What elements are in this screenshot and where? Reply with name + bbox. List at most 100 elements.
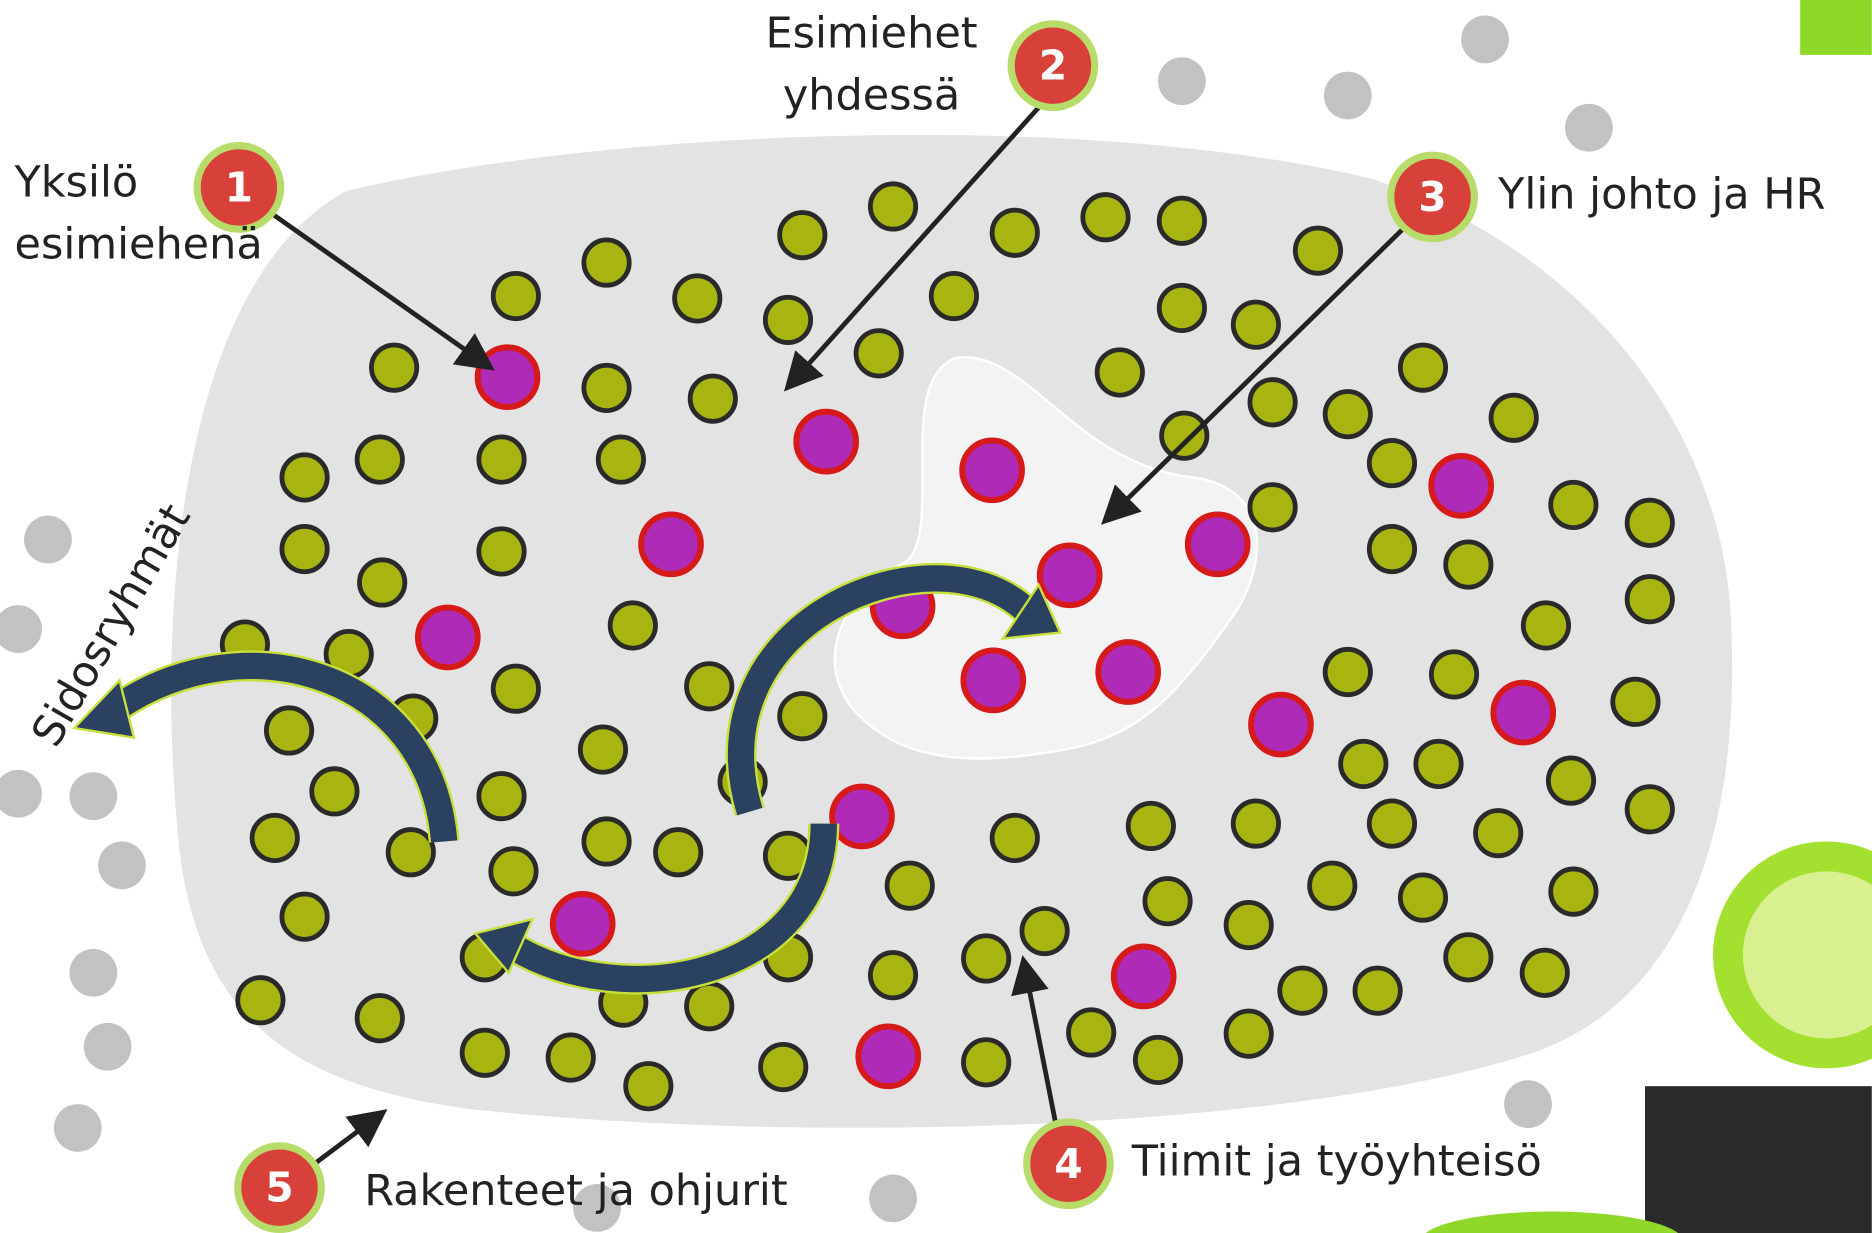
employee-dot bbox=[1369, 440, 1414, 485]
employee-dot bbox=[1446, 542, 1491, 587]
employee-dot bbox=[675, 276, 720, 321]
manager-dot bbox=[418, 608, 478, 668]
marker-number: 2 bbox=[1039, 42, 1067, 90]
employee-dot bbox=[1162, 413, 1207, 458]
employee-dot bbox=[388, 830, 433, 875]
employee-dot bbox=[1226, 902, 1271, 947]
marker-label: Yksilö bbox=[14, 158, 139, 208]
employee-dot bbox=[610, 603, 655, 648]
employee-dot bbox=[598, 437, 643, 482]
employee-dot bbox=[992, 210, 1037, 255]
employee-dot bbox=[1068, 1010, 1113, 1055]
manager-dot bbox=[553, 894, 613, 954]
employee-dot bbox=[1446, 935, 1491, 980]
manager-dot bbox=[1251, 695, 1311, 755]
employee-dot bbox=[1613, 679, 1658, 724]
employee-dot bbox=[1250, 485, 1295, 530]
employee-dot bbox=[687, 664, 732, 709]
employee-dot bbox=[1491, 395, 1536, 440]
manager-dot bbox=[832, 787, 892, 847]
manager-dot bbox=[963, 651, 1023, 711]
stakeholder-dot bbox=[98, 841, 146, 889]
manager-dot bbox=[1040, 545, 1100, 605]
employee-dot bbox=[1355, 968, 1400, 1013]
decoration bbox=[1645, 1086, 1872, 1233]
employee-dot bbox=[312, 769, 357, 814]
employee-dot bbox=[1325, 649, 1370, 694]
stakeholder-dot bbox=[1504, 1080, 1552, 1128]
employee-dot bbox=[1476, 810, 1521, 855]
marker-label: Esimiehet bbox=[765, 8, 977, 58]
manager-dot bbox=[1431, 456, 1491, 516]
employee-dot bbox=[493, 666, 538, 711]
employee-dot bbox=[238, 978, 283, 1023]
manager-dot bbox=[1114, 947, 1174, 1007]
employee-dot bbox=[266, 708, 311, 753]
diagram: 1Yksilöesimiehenä2Esimiehetyhdessä3Ylin … bbox=[0, 0, 1872, 1233]
manager-dot bbox=[1493, 683, 1553, 743]
manager-dot bbox=[1098, 642, 1158, 702]
employee-dot bbox=[282, 894, 327, 939]
employee-dot bbox=[1145, 878, 1190, 923]
employee-dot bbox=[1523, 603, 1568, 648]
employee-dot bbox=[252, 815, 297, 860]
employee-dot bbox=[1128, 803, 1173, 848]
stakeholder-dot bbox=[0, 605, 42, 653]
employee-dot bbox=[856, 331, 901, 376]
manager-dot bbox=[1188, 514, 1248, 574]
marker-label: esimiehenä bbox=[15, 220, 263, 270]
employee-dot bbox=[357, 995, 402, 1040]
employee-dot bbox=[1548, 758, 1593, 803]
marker-number: 4 bbox=[1054, 1140, 1082, 1188]
employee-dot bbox=[761, 1044, 806, 1089]
marker-number: 3 bbox=[1418, 173, 1446, 221]
employee-dot bbox=[1325, 392, 1370, 437]
employee-dot bbox=[1400, 345, 1445, 390]
employee-dot bbox=[887, 863, 932, 908]
marker-number: 5 bbox=[265, 1164, 293, 1212]
employee-dot bbox=[963, 936, 1008, 981]
employee-dot bbox=[963, 1040, 1008, 1085]
marker-label: Rakenteet ja ohjurit bbox=[364, 1166, 787, 1216]
marker-label: Ylin johto ja HR bbox=[1497, 169, 1825, 219]
employee-dot bbox=[1159, 285, 1204, 330]
stakeholder-dot bbox=[869, 1175, 917, 1223]
stakeholder-dot bbox=[24, 516, 72, 564]
stakeholder-dot bbox=[1461, 16, 1509, 64]
manager-dot bbox=[858, 1027, 918, 1087]
employee-dot bbox=[1431, 652, 1476, 697]
employee-dot bbox=[1159, 198, 1204, 243]
employee-dot bbox=[870, 953, 915, 998]
employee-dot bbox=[1627, 577, 1672, 622]
stakeholder-dot bbox=[1324, 72, 1372, 120]
employee-dot bbox=[584, 240, 629, 285]
employee-dot bbox=[1551, 482, 1596, 527]
employee-dot bbox=[479, 773, 524, 818]
employee-dot bbox=[1416, 741, 1461, 786]
employee-dot bbox=[584, 365, 629, 410]
employee-dot bbox=[359, 560, 404, 605]
employee-dot bbox=[479, 437, 524, 482]
employee-dot bbox=[992, 815, 1037, 860]
manager-dot bbox=[641, 514, 701, 574]
manager-dot bbox=[962, 440, 1022, 500]
employee-dot bbox=[1226, 1011, 1271, 1056]
manager-dot bbox=[796, 412, 856, 472]
employee-dot bbox=[493, 273, 538, 318]
employee-dot bbox=[656, 830, 701, 875]
stakeholder-dot bbox=[69, 772, 117, 820]
employee-dot bbox=[1097, 350, 1142, 395]
employee-dot bbox=[1369, 801, 1414, 846]
employee-dot bbox=[870, 184, 915, 229]
stakeholder-dot bbox=[1158, 57, 1206, 105]
employee-dot bbox=[282, 526, 327, 571]
employee-dot bbox=[584, 819, 629, 864]
employee-dot bbox=[1369, 526, 1414, 571]
decoration bbox=[1800, 0, 1872, 55]
stakeholder-dot bbox=[0, 770, 42, 818]
employee-dot bbox=[548, 1035, 593, 1080]
employee-dot bbox=[780, 212, 825, 257]
employee-dot bbox=[1341, 741, 1386, 786]
employee-dot bbox=[371, 345, 416, 390]
employee-dot bbox=[1083, 195, 1128, 240]
